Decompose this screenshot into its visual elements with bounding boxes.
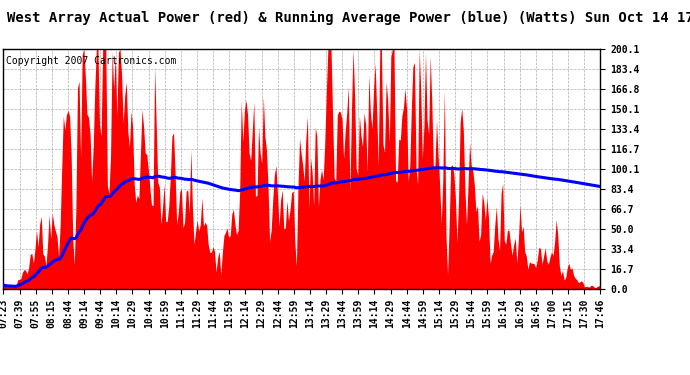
Text: Copyright 2007 Cartronics.com: Copyright 2007 Cartronics.com (6, 56, 177, 66)
Text: West Array Actual Power (red) & Running Average Power (blue) (Watts) Sun Oct 14 : West Array Actual Power (red) & Running … (7, 11, 690, 26)
